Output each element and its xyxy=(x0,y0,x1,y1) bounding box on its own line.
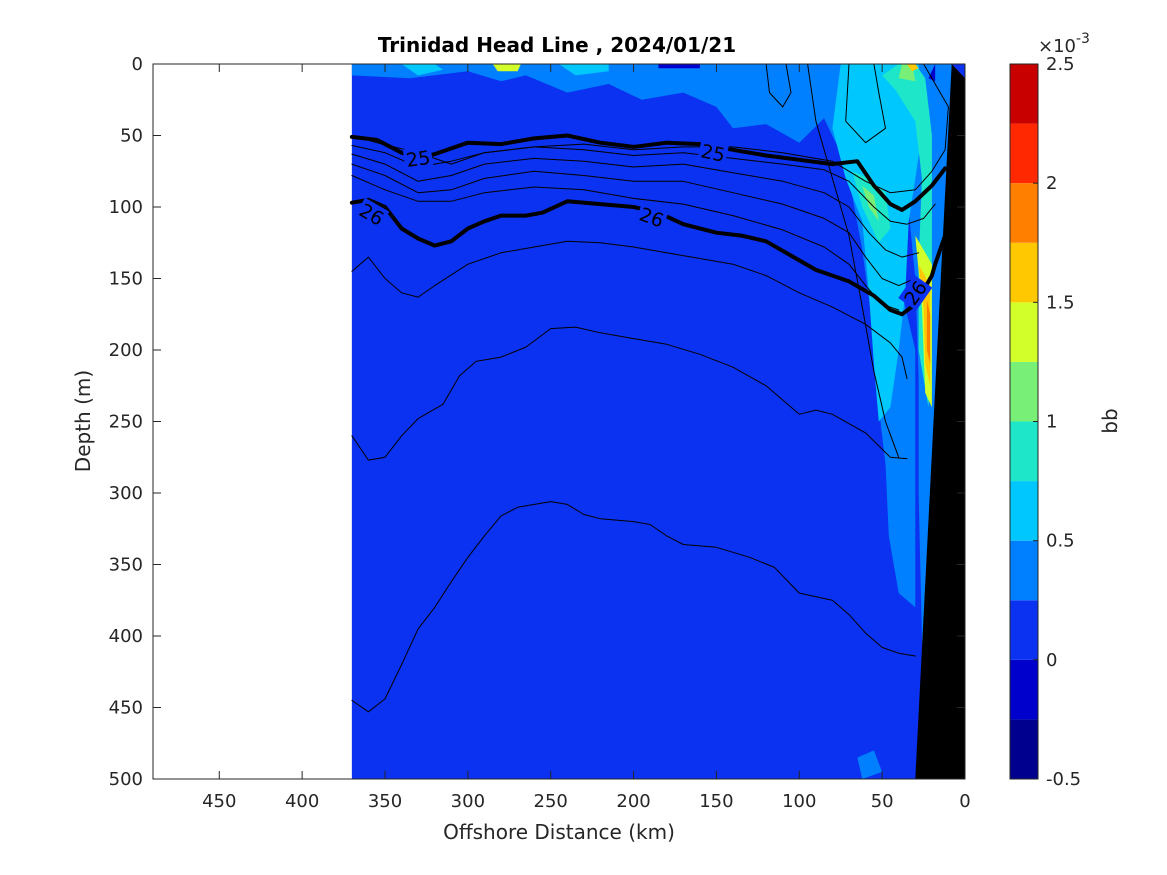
y-tick-label-4: 200 xyxy=(109,340,143,361)
density-contour-7 xyxy=(351,240,908,380)
x-tick-label-7: 100 xyxy=(782,791,816,812)
colorbar: -0.5 0 0.5 1 1.5 2 2.5 xyxy=(1009,54,1081,790)
chart-title: Trinidad Head Line , 2024/01/21 xyxy=(378,33,736,57)
colorbar-tick-label-3: 1 xyxy=(1046,412,1057,433)
colorbar-exponent: ×10-3 xyxy=(1038,31,1090,57)
y-tick-label-9: 450 xyxy=(109,698,143,719)
bb-region-4 xyxy=(401,64,443,76)
y-axis-label: Depth (m) xyxy=(71,370,95,472)
colorbar-tick-label-6: 2.5 xyxy=(1046,54,1075,75)
y-tick-label-5: 250 xyxy=(109,412,143,433)
colorbar-band-2 xyxy=(1010,600,1038,660)
contour-label-group-0: 25 xyxy=(402,145,434,172)
colorbar-band-7 xyxy=(1010,302,1038,362)
colorbar-tick-label-1: 0 xyxy=(1046,650,1057,671)
x-tick-label-9: 0 xyxy=(959,791,970,812)
density-contour-8 xyxy=(351,326,908,461)
bb-region-7 xyxy=(882,64,932,408)
colorbar-exponent-power: -3 xyxy=(1076,31,1090,47)
x-tick-label-6: 150 xyxy=(699,791,733,812)
x-tick-label-5: 200 xyxy=(616,791,650,812)
contour-label-0: 25 xyxy=(405,147,432,172)
density-contour-12 xyxy=(807,64,900,458)
density-contour-5 xyxy=(351,175,900,311)
y-tick-label-0: 0 xyxy=(132,54,143,75)
bb-region-16 xyxy=(928,64,936,82)
y-tick-label-6: 300 xyxy=(109,483,143,504)
density-contour-11 xyxy=(845,64,886,144)
y-tick-label-8: 400 xyxy=(109,626,143,647)
density-contour-4 xyxy=(351,163,916,287)
y-tick-label-3: 150 xyxy=(109,269,143,290)
x-tick-label-8: 50 xyxy=(871,791,894,812)
x-tick-label-3: 300 xyxy=(451,791,485,812)
colorbar-band-4 xyxy=(1010,481,1038,541)
bb-region-17 xyxy=(857,750,883,779)
y-tick-label-1: 50 xyxy=(120,126,143,147)
contour-label-group-1: 25 xyxy=(697,139,730,167)
colorbar-band-10 xyxy=(1010,123,1038,184)
x-tick-label-2: 350 xyxy=(368,791,402,812)
density-contour-25-1 xyxy=(349,133,948,212)
contour-label-bg-4 xyxy=(898,275,933,311)
colorbar-band-6 xyxy=(1010,361,1038,422)
contour-label-1: 25 xyxy=(699,140,727,167)
contour-label-bg-3 xyxy=(634,201,669,233)
bb-region-14 xyxy=(926,300,931,365)
x-tick-label-1: 400 xyxy=(285,791,319,812)
x-tick-label-0: 450 xyxy=(202,791,236,812)
colorbar-tick-label-4: 1.5 xyxy=(1046,292,1075,313)
density-contour-10 xyxy=(765,64,792,108)
colorbar-band-11 xyxy=(1010,64,1038,124)
bb-region-13 xyxy=(907,64,919,72)
contour-label-bg-2 xyxy=(354,197,390,231)
colorbar-tick-label-2: 0.5 xyxy=(1046,531,1075,552)
density-contour-3 xyxy=(351,153,920,258)
y-tick-label-2: 100 xyxy=(109,197,143,218)
colorbar-tick-label-0: -0.5 xyxy=(1046,769,1081,790)
x-tick-label-4: 250 xyxy=(534,791,568,812)
colorbar-band-1 xyxy=(1010,659,1038,720)
density-contour-0 xyxy=(351,64,949,194)
bb-region-15 xyxy=(658,64,700,69)
axes: 450 400 350 300 250 200 150 100 50 00501001502002… xyxy=(109,54,971,812)
bb-region-5 xyxy=(559,64,609,76)
contour-label-bg-0 xyxy=(402,145,434,172)
y-tick-label-7: 350 xyxy=(109,555,143,576)
colorbar-band-9 xyxy=(1010,183,1038,243)
colorbar-band-8 xyxy=(1010,242,1038,303)
x-axis-label: Offshore Distance (km) xyxy=(443,820,675,844)
contour-label-bg-1 xyxy=(697,139,730,167)
bb-region-10 xyxy=(492,64,521,72)
colorbar-exponent-base: ×10 xyxy=(1038,36,1076,57)
y-tick-label-10: 500 xyxy=(109,769,143,790)
bathymetry xyxy=(915,64,965,779)
colorbar-label: bb xyxy=(1098,408,1122,433)
colorbar-band-5 xyxy=(1010,421,1038,482)
colorbar-band-3 xyxy=(1010,540,1038,601)
colorbar-tick-label-5: 2 xyxy=(1046,173,1057,194)
density-contour-9 xyxy=(351,501,916,713)
colorbar-band-0 xyxy=(1010,719,1038,779)
